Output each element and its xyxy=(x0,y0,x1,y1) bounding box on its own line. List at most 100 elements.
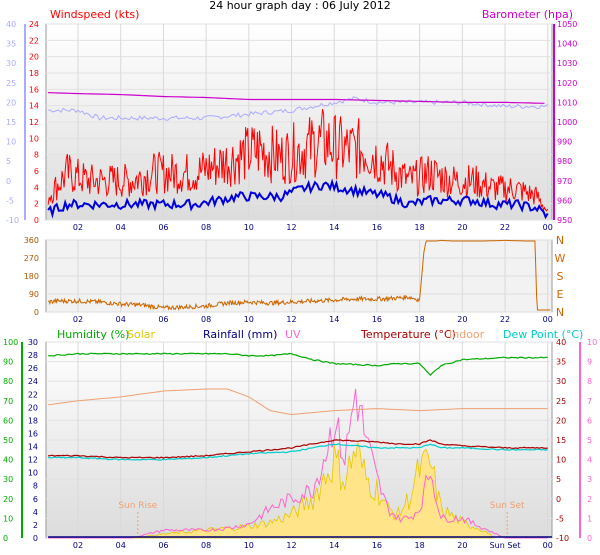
x-tick-label: 22 xyxy=(500,223,510,232)
uv-tick-label: 6 xyxy=(587,416,592,425)
temperature-tick-label: 15 xyxy=(556,436,566,445)
humidity-tick-label: 100 xyxy=(3,338,18,347)
compass-label: S xyxy=(557,270,564,283)
direction-tick-label: 0 xyxy=(34,308,39,317)
barometer-tick-label: 1020 xyxy=(557,79,577,88)
temperature-tick-label: 20 xyxy=(556,416,566,425)
rainfall-tick-label: 28 xyxy=(28,351,38,360)
scale-tick-label: -10 xyxy=(6,216,19,225)
barometer-tick-label: 960 xyxy=(557,196,572,205)
humidity-tick-label: 70 xyxy=(3,397,13,406)
humidity-tick-label: 10 xyxy=(3,514,13,523)
compass-label: W xyxy=(555,252,566,265)
scale-tick-label: 25 xyxy=(6,79,16,88)
average-wind-line xyxy=(47,178,549,220)
x-tick-label: 10 xyxy=(244,541,254,550)
uv-tick-label: 2 xyxy=(587,495,592,504)
x-tick-label: 00 xyxy=(543,541,553,550)
direction-tick-label: 360 xyxy=(24,236,39,245)
barometer-tick-label: 950 xyxy=(557,216,572,225)
x-tick-label: 02 xyxy=(73,541,83,550)
temperature-tick-label: 40 xyxy=(556,338,566,347)
scale-tick-label: 0 xyxy=(6,177,11,186)
rainfall-tick-label: 0 xyxy=(33,534,38,543)
temperature-tick-label: -10 xyxy=(556,534,569,543)
temperature-tick-label: 10 xyxy=(556,456,566,465)
uv-tick-label: 10 xyxy=(587,338,597,347)
x-tick-label: 18 xyxy=(415,541,425,550)
x-tick-label: 04 xyxy=(116,223,126,232)
rainfall-tick-label: 2 xyxy=(33,521,38,530)
series-label: Rainfall (mm) xyxy=(203,328,277,341)
temperature-tick-label: -5 xyxy=(556,514,564,523)
scale-tick-label: 40 xyxy=(6,20,16,29)
gust-line xyxy=(47,108,549,212)
rainfall-tick-label: 6 xyxy=(33,495,38,504)
rainfall-tick-label: 30 xyxy=(28,338,38,347)
x-tick-label: 02 xyxy=(73,315,83,324)
x-tick-label: 18 xyxy=(415,315,425,324)
compass-label: E xyxy=(557,288,564,301)
compass-label: N xyxy=(556,234,564,247)
humidity-tick-label: 40 xyxy=(3,456,13,465)
humidity-tick-label: 20 xyxy=(3,495,13,504)
windspeed-tick-label: 0 xyxy=(34,216,39,225)
compass-label: N xyxy=(556,306,564,319)
dewpoint-line xyxy=(47,443,548,461)
scale-tick-label: 5 xyxy=(6,157,11,166)
uv-tick-label: 3 xyxy=(587,475,592,484)
windspeed-tick-label: 10 xyxy=(29,134,39,143)
series-label: Solar xyxy=(127,328,156,341)
windspeed-label: Windspeed (kts) xyxy=(50,8,139,21)
sunset-label: Sun Set xyxy=(490,501,525,511)
x-tick-label: 12 xyxy=(286,223,296,232)
humidity-tick-label: 50 xyxy=(3,436,13,445)
rainfall-tick-label: 14 xyxy=(28,443,38,452)
scale-tick-label: -5 xyxy=(6,196,14,205)
temperature-humidity-panel: 02 04 06 08 10 12 14 16 18 20 Sun Set 0001020304050… xyxy=(3,328,597,550)
x-tick-label: 14 xyxy=(329,315,339,324)
wind-barometer-panel: 02 04 06 08 10 12 14 16 18 20 22 00-10-505101520253… xyxy=(6,8,577,232)
barometer-tick-label: 1030 xyxy=(557,59,577,68)
rainfall-tick-label: 20 xyxy=(28,403,38,412)
uv-tick-label: 4 xyxy=(587,456,592,465)
x-tick-label: 16 xyxy=(372,541,382,550)
x-tick-label: 18 xyxy=(415,223,425,232)
humidity-tick-label: 60 xyxy=(3,416,13,425)
temperature-tick-label: 25 xyxy=(556,397,566,406)
scale-tick-label: 15 xyxy=(6,118,16,127)
x-tick-label: 08 xyxy=(201,315,211,324)
humidity-tick-label: 80 xyxy=(3,377,13,386)
barometer-tick-label: 1010 xyxy=(557,98,577,107)
scale-line xyxy=(48,96,549,121)
rainfall-tick-label: 12 xyxy=(28,456,38,465)
page-title: 24 hour graph day : 06 July 2012 xyxy=(209,0,391,12)
uv-tick-label: 7 xyxy=(587,397,592,406)
direction-tick-label: 270 xyxy=(24,254,39,263)
windspeed-tick-label: 22 xyxy=(29,36,39,45)
temperature-line xyxy=(48,439,548,459)
windspeed-tick-label: 12 xyxy=(29,118,39,127)
barometer-label: Barometer (hpa) xyxy=(482,8,573,21)
series-label: UV xyxy=(285,328,301,341)
wind-direction-line xyxy=(47,239,551,311)
x-tick-label: 22 xyxy=(500,315,510,324)
temperature-tick-label: 0 xyxy=(556,495,561,504)
humidity-line xyxy=(48,352,548,376)
barometer-tick-label: 1050 xyxy=(557,20,577,29)
temperature-tick-label: 5 xyxy=(556,475,561,484)
x-tick-label: 08 xyxy=(201,223,211,232)
x-tick-label: 14 xyxy=(329,541,339,550)
windspeed-tick-label: 20 xyxy=(29,53,39,62)
solar-area xyxy=(131,442,495,539)
x-tick-label: 16 xyxy=(372,315,382,324)
rainfall-tick-label: 8 xyxy=(33,482,38,491)
windspeed-tick-label: 14 xyxy=(29,102,39,111)
x-tick-label: 00 xyxy=(543,315,553,324)
x-tick-label: 06 xyxy=(158,315,168,324)
x-tick-label: 10 xyxy=(244,223,254,232)
barometer-tick-label: 980 xyxy=(557,157,572,166)
rainfall-tick-label: 26 xyxy=(28,364,38,373)
temperature-tick-label: 30 xyxy=(556,377,566,386)
